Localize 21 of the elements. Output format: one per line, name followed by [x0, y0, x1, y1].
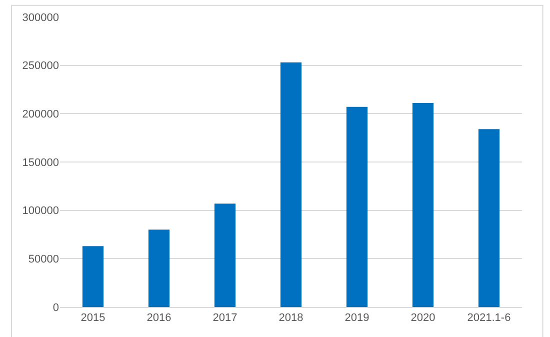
- y-tick-label: 50000: [28, 254, 59, 266]
- bar: [148, 230, 170, 307]
- y-tick-label: 0: [52, 302, 59, 314]
- bar: [280, 62, 302, 307]
- x-tick-label: 2015: [80, 312, 106, 324]
- y-tick-label: 300000: [22, 12, 59, 24]
- y-tick-label: 250000: [22, 60, 59, 72]
- x-tick-label: 2016: [146, 312, 172, 324]
- bar: [214, 204, 236, 307]
- y-tick-label: 200000: [22, 108, 59, 121]
- x-tick-label: 2018: [278, 312, 304, 324]
- y-tick-label: 150000: [22, 156, 59, 169]
- bar: [478, 129, 500, 307]
- x-tick-label: 2021.1-6: [467, 312, 511, 324]
- bar: [82, 246, 104, 307]
- x-tick-label: 2020: [410, 312, 436, 324]
- y-tick-label: 100000: [22, 205, 59, 218]
- bar: [412, 103, 434, 307]
- x-tick-label: 2017: [212, 312, 238, 324]
- x-tick-label: 2019: [344, 312, 370, 324]
- bar: [346, 106, 368, 307]
